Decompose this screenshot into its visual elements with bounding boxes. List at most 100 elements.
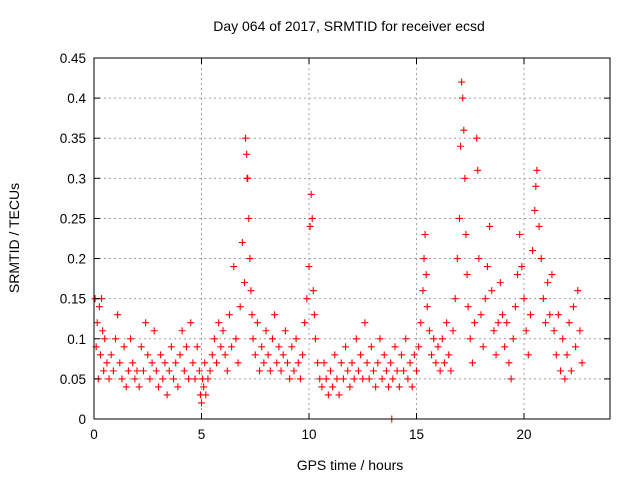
data-point	[182, 343, 190, 351]
data-point	[172, 359, 180, 367]
data-point	[474, 166, 482, 174]
chart-title: Day 064 of 2017, SRMTID for receiver ecs…	[213, 18, 485, 34]
data-point	[277, 367, 285, 375]
data-point	[271, 311, 279, 319]
data-point	[460, 126, 468, 134]
data-point	[357, 351, 365, 359]
data-point	[380, 351, 388, 359]
data-point	[443, 319, 451, 327]
data-point	[101, 335, 109, 343]
x-tick-label: 10	[301, 427, 316, 442]
data-point	[417, 319, 425, 327]
data-point	[213, 359, 221, 367]
data-point	[185, 375, 193, 383]
data-point	[243, 150, 251, 158]
data-point	[152, 367, 160, 375]
y-axis-title: SRMTID / TECUs	[6, 183, 22, 293]
data-point	[463, 271, 471, 279]
data-point	[258, 343, 266, 351]
x-axis-title: GPS time / hours	[297, 457, 404, 473]
data-point	[288, 343, 296, 351]
data-point	[471, 319, 479, 327]
data-point	[114, 311, 122, 319]
y-tick-label: 0.15	[60, 292, 86, 307]
data-point	[246, 255, 254, 263]
data-point	[372, 383, 380, 391]
data-point	[535, 222, 543, 230]
y-tick-label: 0.1	[67, 332, 86, 347]
data-point	[266, 367, 274, 375]
data-point	[432, 359, 440, 367]
data-point	[245, 214, 253, 222]
data-point	[157, 351, 165, 359]
data-point	[290, 367, 298, 375]
data-point	[248, 311, 256, 319]
data-point	[107, 351, 115, 359]
data-point	[308, 214, 316, 222]
data-point	[453, 255, 461, 263]
data-point	[565, 319, 573, 327]
x-tick-label: 5	[198, 427, 206, 442]
data-point	[370, 367, 377, 375]
data-point	[456, 214, 463, 222]
data-point	[242, 134, 250, 142]
data-point	[393, 367, 401, 375]
data-point	[320, 359, 328, 367]
y-tick-label: 0	[78, 412, 86, 427]
data-point	[408, 383, 416, 391]
data-point	[314, 359, 322, 367]
data-point	[273, 359, 281, 367]
data-point	[395, 383, 403, 391]
data-point	[310, 311, 318, 319]
data-point	[159, 375, 167, 383]
plot-frame	[93, 57, 611, 420]
data-point	[139, 367, 147, 375]
data-point	[382, 367, 390, 375]
data-point	[201, 359, 209, 367]
data-point	[546, 311, 554, 319]
y-tick-label: 0.45	[60, 51, 86, 66]
data-point	[95, 303, 103, 311]
data-point	[133, 367, 141, 375]
data-point	[458, 78, 466, 86]
data-point	[440, 359, 448, 367]
data-point	[550, 327, 558, 335]
data-point	[292, 335, 300, 343]
data-point	[461, 174, 469, 182]
data-point	[473, 134, 481, 142]
data-point	[479, 343, 487, 351]
data-point	[234, 359, 242, 367]
data-point	[557, 367, 565, 375]
data-point	[299, 351, 307, 359]
data-point	[425, 327, 433, 335]
data-point	[492, 351, 500, 359]
data-point	[193, 343, 201, 351]
data-point	[447, 367, 455, 375]
data-point	[359, 375, 367, 383]
data-point	[365, 375, 373, 383]
data-point	[397, 351, 405, 359]
data-point	[499, 311, 506, 319]
data-point	[206, 367, 214, 375]
data-point	[318, 383, 326, 391]
y-tick-label: 0.35	[60, 131, 86, 146]
data-point	[391, 343, 399, 351]
data-point	[322, 375, 330, 383]
data-point	[378, 375, 386, 383]
data-point	[389, 375, 397, 383]
data-point	[559, 335, 567, 343]
data-point	[569, 303, 577, 311]
data-point	[483, 263, 491, 271]
data-point	[180, 367, 188, 375]
y-tick-label: 0.3	[67, 171, 86, 186]
data-point	[187, 319, 195, 327]
data-point	[410, 351, 418, 359]
data-point	[342, 343, 350, 351]
data-point	[348, 359, 356, 367]
data-point	[529, 247, 537, 255]
data-point	[404, 375, 412, 383]
data-point	[163, 391, 171, 399]
data-point	[202, 391, 210, 399]
data-point	[507, 375, 515, 383]
data-point	[268, 335, 276, 343]
